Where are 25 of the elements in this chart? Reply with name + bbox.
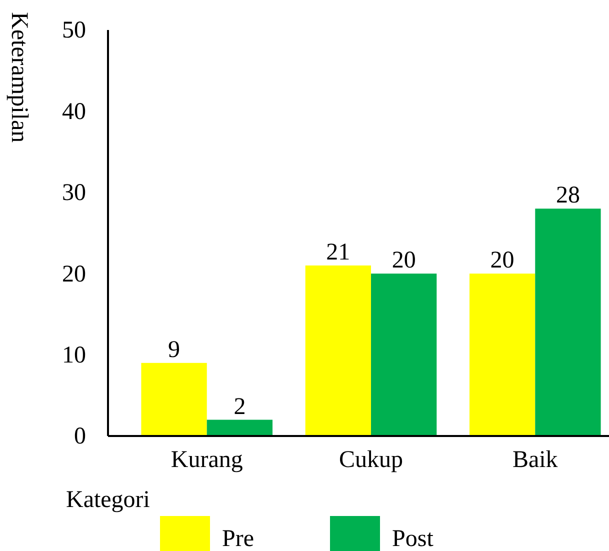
y-tick-label: 20	[62, 261, 86, 288]
data-label: 20	[392, 248, 416, 274]
y-tick-label: 30	[62, 180, 86, 206]
x-tick-label: Baik	[512, 447, 558, 474]
data-label: 9	[168, 336, 180, 363]
y-tick-label: 40	[62, 98, 86, 125]
data-label: 2	[234, 394, 246, 420]
y-axis-title: Keterampilan	[6, 12, 32, 143]
bar	[535, 208, 601, 436]
x-axis-title: Kategori	[66, 487, 150, 513]
bar	[469, 274, 536, 436]
x-tick-label: Cukup	[338, 447, 404, 474]
data-label: 21	[326, 239, 350, 266]
y-tick-label: 50	[62, 18, 86, 44]
data-label: 20	[490, 248, 514, 274]
legend-label: Pre	[222, 526, 254, 551]
data-label: 28	[556, 182, 580, 209]
y-tick-label: 10	[62, 342, 86, 368]
bar	[141, 362, 207, 436]
bar	[305, 265, 371, 436]
legend-label: Post	[392, 526, 434, 551]
x-tick-label: Kurang	[170, 447, 243, 474]
bar	[371, 274, 437, 436]
bar	[206, 420, 273, 436]
y-tick-label: 0	[74, 424, 86, 450]
